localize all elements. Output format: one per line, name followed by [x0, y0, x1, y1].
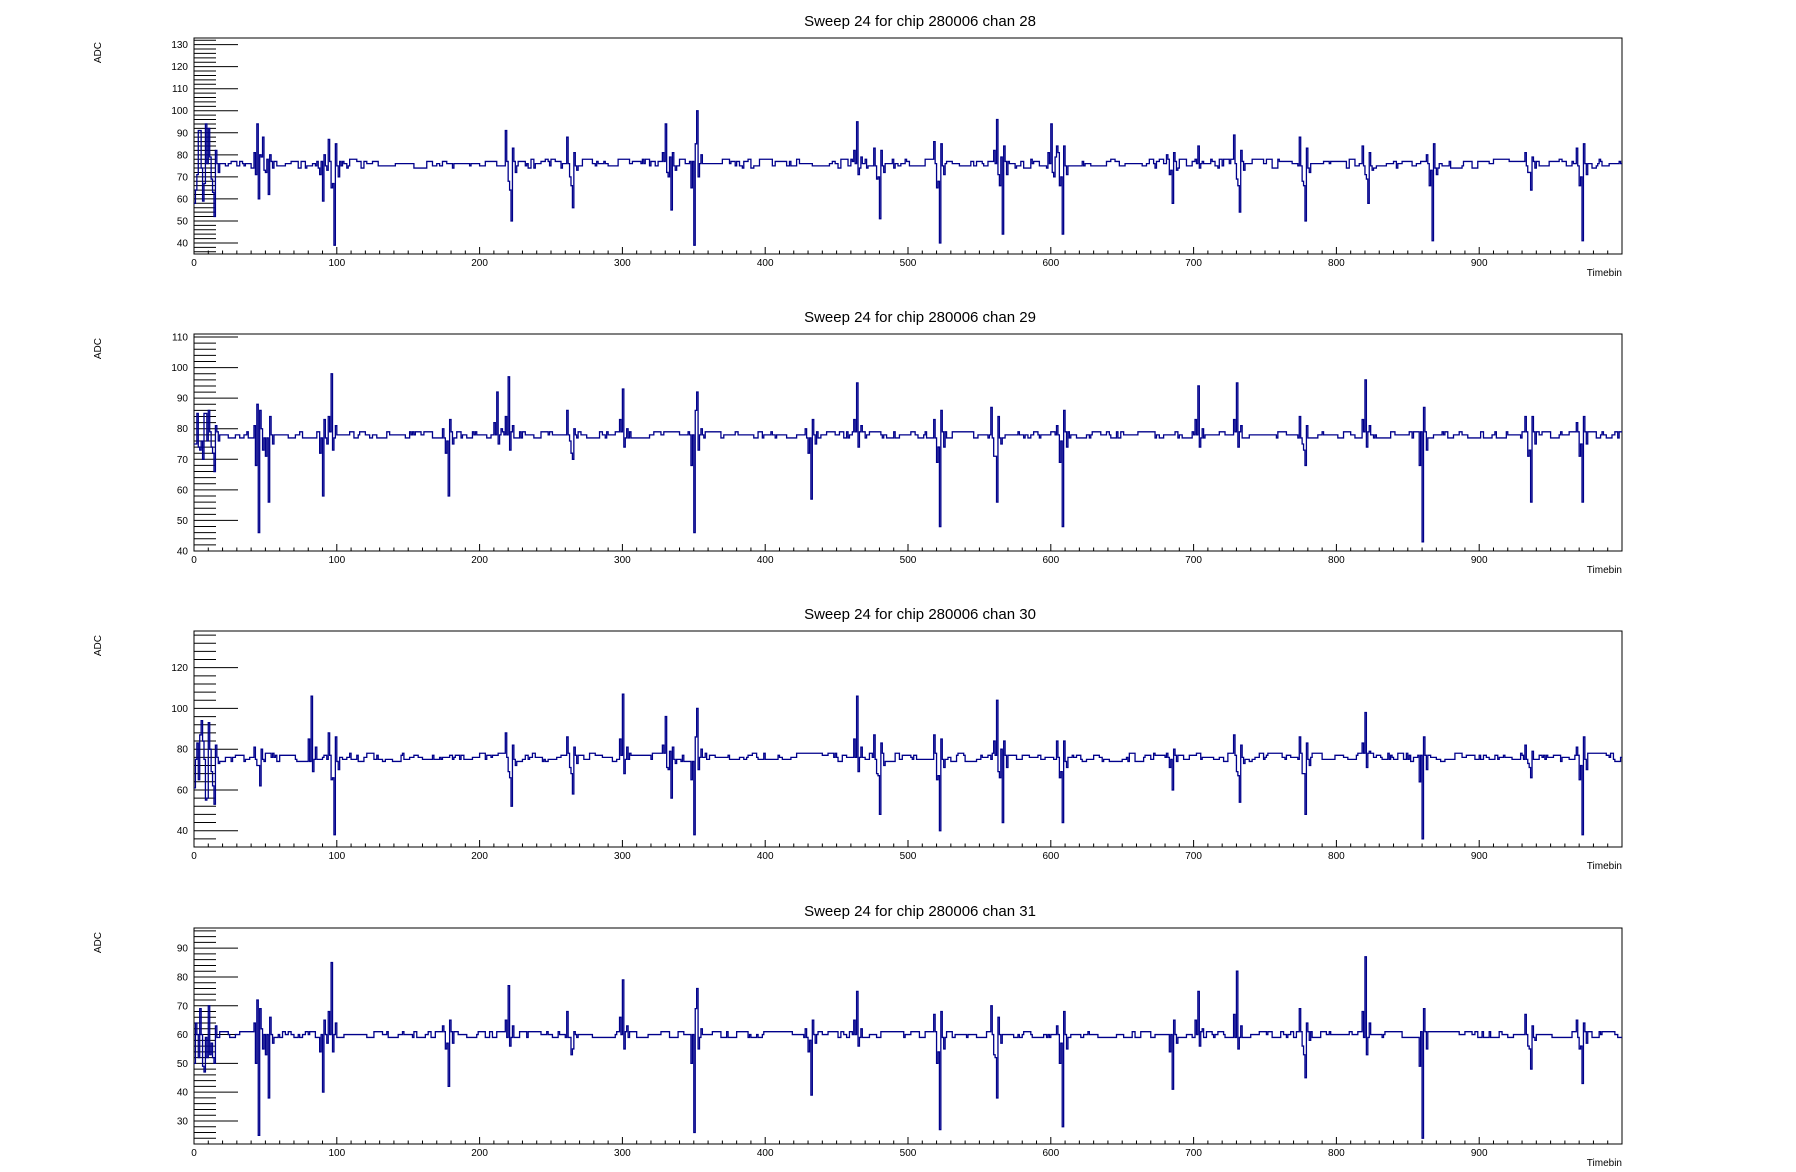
- x-tick-label: 200: [471, 258, 488, 269]
- x-tick-label: 800: [1328, 851, 1345, 862]
- x-tick-label: 300: [614, 555, 631, 566]
- plot-frame: [193, 630, 1623, 848]
- series-line: [194, 110, 1622, 246]
- x-tick-label: 200: [471, 851, 488, 862]
- x-tick-label: 900: [1471, 851, 1488, 862]
- chart-title: Sweep 24 for chip 280006 chan 31: [804, 903, 1036, 920]
- plot-frame: [193, 37, 1623, 255]
- x-tick-label: 700: [1185, 258, 1202, 269]
- x-axis-label: Timebin: [1587, 1158, 1622, 1169]
- x-tick-label: 900: [1471, 1148, 1488, 1159]
- y-axis-label: ADC: [93, 635, 104, 656]
- y-tick-label: 80: [177, 424, 189, 435]
- y-tick-label: 40: [177, 1088, 189, 1099]
- y-tick-label: 40: [177, 826, 189, 837]
- x-tick-label: 700: [1185, 555, 1202, 566]
- x-tick-label: 100: [328, 1148, 345, 1159]
- x-tick-label: 300: [614, 851, 631, 862]
- y-tick-label: 50: [177, 516, 189, 527]
- y-tick-label: 60: [177, 485, 189, 496]
- x-tick-label: 200: [471, 1148, 488, 1159]
- x-tick-label: 0: [191, 555, 197, 566]
- x-tick-label: 300: [614, 258, 631, 269]
- y-tick-label: 90: [177, 128, 189, 139]
- x-tick-label: 900: [1471, 258, 1488, 269]
- y-tick-label: 90: [177, 944, 189, 955]
- y-tick-label: 110: [172, 84, 188, 95]
- y-tick-label: 40: [177, 238, 189, 249]
- y-tick-label: 60: [177, 1030, 189, 1041]
- y-tick-label: 60: [177, 194, 189, 205]
- y-tick-label: 40: [177, 547, 189, 558]
- x-tick-label: 0: [191, 1148, 197, 1159]
- x-tick-label: 600: [1042, 555, 1059, 566]
- x-tick-label: 200: [471, 555, 488, 566]
- x-tick-label: 400: [757, 555, 774, 566]
- chart-title: Sweep 24 for chip 280006 chan 29: [804, 309, 1036, 326]
- x-axis-label: Timebin: [1587, 565, 1622, 576]
- y-tick-label: 80: [177, 745, 189, 756]
- x-tick-label: 900: [1471, 555, 1488, 566]
- y-axis-label: ADC: [93, 338, 104, 359]
- y-tick-label: 120: [171, 62, 188, 73]
- y-tick-label: 50: [177, 216, 189, 227]
- y-tick-label: 100: [171, 363, 188, 374]
- x-tick-label: 0: [191, 258, 197, 269]
- y-tick-label: 30: [177, 1116, 189, 1127]
- x-tick-label: 400: [757, 258, 774, 269]
- y-tick-label: 80: [177, 150, 189, 161]
- x-tick-label: 800: [1328, 258, 1345, 269]
- x-tick-label: 500: [900, 1148, 917, 1159]
- y-tick-label: 70: [177, 1001, 189, 1012]
- x-axis-label: Timebin: [1587, 861, 1622, 872]
- series-line: [194, 693, 1622, 840]
- series-line: [194, 373, 1622, 543]
- y-tick-label: 100: [171, 106, 188, 117]
- chart-panel-1: Sweep 24 for chip 280006 chan 29 ADC Timeb…: [93, 309, 1623, 576]
- x-tick-label: 800: [1328, 1148, 1345, 1159]
- y-tick-label: 120: [171, 663, 188, 674]
- x-tick-label: 100: [328, 555, 345, 566]
- x-tick-label: 0: [191, 851, 197, 862]
- y-tick-label: 70: [177, 455, 189, 466]
- y-tick-label: 60: [177, 785, 189, 796]
- x-tick-label: 300: [614, 1148, 631, 1159]
- x-tick-label: 600: [1042, 1148, 1059, 1159]
- x-tick-label: 400: [757, 1148, 774, 1159]
- series-line: [194, 956, 1622, 1139]
- y-tick-label: 110: [172, 333, 188, 344]
- x-tick-label: 500: [900, 555, 917, 566]
- y-tick-label: 100: [171, 704, 188, 715]
- chart-panel-0: Sweep 24 for chip 280006 chan 28 ADC Timeb…: [93, 13, 1623, 279]
- x-tick-label: 700: [1185, 1148, 1202, 1159]
- y-tick-label: 80: [177, 972, 189, 983]
- chart-panel-2: Sweep 24 for chip 280006 chan 30 ADC Timeb…: [93, 606, 1623, 872]
- x-tick-label: 100: [328, 851, 345, 862]
- y-tick-label: 70: [177, 172, 189, 183]
- plot-frame: [193, 927, 1623, 1145]
- x-tick-label: 600: [1042, 851, 1059, 862]
- x-tick-label: 400: [757, 851, 774, 862]
- chart-title: Sweep 24 for chip 280006 chan 30: [804, 606, 1036, 623]
- x-tick-label: 500: [900, 258, 917, 269]
- x-tick-label: 100: [328, 258, 345, 269]
- x-axis-label: Timebin: [1587, 268, 1622, 279]
- y-axis-label: ADC: [93, 932, 104, 953]
- plot-frame: [193, 333, 1623, 552]
- chart-title: Sweep 24 for chip 280006 chan 28: [804, 13, 1036, 30]
- y-axis-label: ADC: [93, 42, 104, 63]
- chart-panel-3: Sweep 24 for chip 280006 chan 31 ADC Timeb…: [93, 903, 1623, 1169]
- x-tick-label: 700: [1185, 851, 1202, 862]
- y-tick-label: 130: [171, 40, 188, 51]
- x-tick-label: 800: [1328, 555, 1345, 566]
- x-tick-label: 500: [900, 851, 917, 862]
- y-tick-label: 50: [177, 1059, 189, 1070]
- y-tick-label: 90: [177, 394, 189, 405]
- x-tick-label: 600: [1042, 258, 1059, 269]
